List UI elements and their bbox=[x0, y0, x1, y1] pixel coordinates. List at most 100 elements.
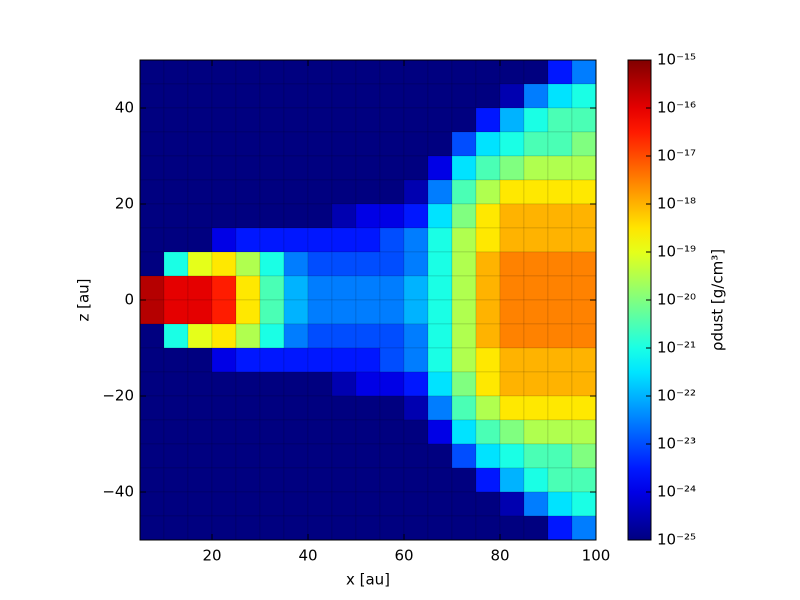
heatmap-cell bbox=[499, 515, 525, 541]
heatmap-cell bbox=[523, 323, 549, 349]
heatmap-cell bbox=[379, 155, 405, 181]
heatmap-cell bbox=[307, 323, 333, 349]
heatmap-cell bbox=[187, 251, 213, 277]
heatmap-cell bbox=[523, 155, 549, 181]
heatmap-cell bbox=[427, 203, 453, 229]
x-tick-label: 100 bbox=[582, 547, 611, 565]
heatmap-cell bbox=[499, 299, 525, 325]
heatmap-cell bbox=[403, 395, 429, 421]
heatmap-cell bbox=[427, 275, 453, 301]
heatmap-cell bbox=[427, 467, 453, 493]
heatmap-cell bbox=[523, 275, 549, 301]
heatmap-cell bbox=[571, 131, 597, 157]
heatmap-cell bbox=[379, 323, 405, 349]
heatmap-cell bbox=[475, 275, 501, 301]
heatmap-cell bbox=[331, 395, 357, 421]
heatmap-cell bbox=[571, 395, 597, 421]
heatmap-cell bbox=[523, 131, 549, 157]
heatmap-cell bbox=[451, 251, 477, 277]
heatmap-cell bbox=[475, 59, 501, 85]
heatmap-cell bbox=[355, 251, 381, 277]
heatmap-cell bbox=[235, 467, 261, 493]
heatmap-cell bbox=[523, 83, 549, 109]
heatmap-cell bbox=[139, 347, 165, 373]
heatmap-cell bbox=[187, 227, 213, 253]
heatmap-cell bbox=[283, 395, 309, 421]
heatmap-cell bbox=[163, 419, 189, 445]
heatmap-cell bbox=[235, 419, 261, 445]
heatmap-cell bbox=[475, 83, 501, 109]
heatmap-cell bbox=[355, 323, 381, 349]
heatmap-cell bbox=[139, 131, 165, 157]
heatmap-cell bbox=[307, 467, 333, 493]
colorbar-tick-label: 10⁻¹⁶ bbox=[657, 99, 696, 117]
heatmap-cell bbox=[547, 179, 573, 205]
heatmap-cell bbox=[139, 275, 165, 301]
heatmap-cell bbox=[427, 371, 453, 397]
heatmap-cell bbox=[307, 491, 333, 517]
heatmap-cell bbox=[451, 467, 477, 493]
heatmap-cell bbox=[547, 83, 573, 109]
heatmap-cell bbox=[499, 227, 525, 253]
heatmap-cell bbox=[523, 491, 549, 517]
heatmap-cell bbox=[235, 59, 261, 85]
heatmap-cell bbox=[163, 443, 189, 469]
heatmap-cell bbox=[139, 155, 165, 181]
heatmap-cell bbox=[331, 443, 357, 469]
heatmap-cell bbox=[259, 179, 285, 205]
heatmap-cell bbox=[283, 131, 309, 157]
heatmap-cell bbox=[163, 107, 189, 133]
heatmap-cell bbox=[355, 371, 381, 397]
x-tick-label: 60 bbox=[394, 547, 413, 565]
heatmap-cell bbox=[523, 203, 549, 229]
heatmap-cell bbox=[283, 59, 309, 85]
heatmap-cell bbox=[499, 347, 525, 373]
heatmap-cell bbox=[451, 347, 477, 373]
heatmap-cell bbox=[259, 323, 285, 349]
heatmap-cell bbox=[259, 299, 285, 325]
heatmap-cell bbox=[259, 275, 285, 301]
heatmap-cell bbox=[403, 323, 429, 349]
heatmap-cell bbox=[283, 251, 309, 277]
heatmap-cell bbox=[163, 491, 189, 517]
heatmap-cell bbox=[475, 323, 501, 349]
heatmap-cell bbox=[451, 83, 477, 109]
heatmap-cell bbox=[139, 515, 165, 541]
heatmap-cell bbox=[283, 491, 309, 517]
heatmap-cell bbox=[475, 251, 501, 277]
heatmap-cell bbox=[211, 347, 237, 373]
heatmap-cell bbox=[571, 371, 597, 397]
heatmap-cell bbox=[187, 275, 213, 301]
heatmap-cell bbox=[283, 275, 309, 301]
colorbar-tick-label: 10⁻²² bbox=[657, 387, 696, 405]
heatmap-cell bbox=[499, 131, 525, 157]
heatmap-cell bbox=[427, 59, 453, 85]
heatmap-cell bbox=[403, 155, 429, 181]
heatmap-cell bbox=[259, 491, 285, 517]
y-tick-label: 20 bbox=[115, 195, 134, 213]
heatmap-cell bbox=[283, 323, 309, 349]
heatmap-cell bbox=[331, 419, 357, 445]
heatmap-cell bbox=[259, 347, 285, 373]
heatmap-cell bbox=[451, 419, 477, 445]
heatmap-cell bbox=[211, 467, 237, 493]
heatmap-cell bbox=[475, 299, 501, 325]
heatmap-cell bbox=[547, 131, 573, 157]
heatmap-cell bbox=[571, 83, 597, 109]
heatmap-cell bbox=[475, 467, 501, 493]
heatmap-cell bbox=[163, 371, 189, 397]
heatmap-cell bbox=[331, 491, 357, 517]
heatmap-cell bbox=[259, 107, 285, 133]
heatmap-cell bbox=[187, 179, 213, 205]
heatmap-cell bbox=[475, 227, 501, 253]
heatmap-cell bbox=[475, 491, 501, 517]
heatmap-cell bbox=[235, 83, 261, 109]
heatmap-cell bbox=[523, 515, 549, 541]
heatmap-cell bbox=[523, 179, 549, 205]
heatmap-cell bbox=[259, 203, 285, 229]
heatmap-cell bbox=[211, 59, 237, 85]
heatmap-cell bbox=[451, 59, 477, 85]
heatmap-cell bbox=[451, 371, 477, 397]
heatmap-cell bbox=[403, 203, 429, 229]
